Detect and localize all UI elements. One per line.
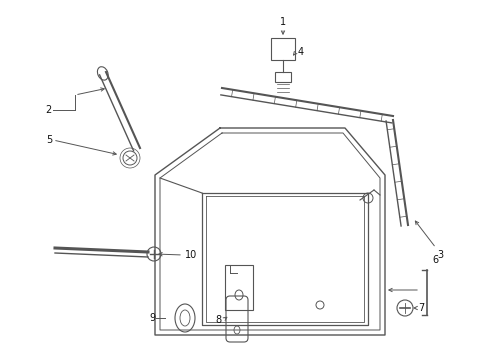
Text: 6: 6 bbox=[431, 255, 437, 265]
Text: 5: 5 bbox=[46, 135, 52, 145]
Text: 7: 7 bbox=[417, 303, 424, 313]
Bar bbox=[270, 38, 294, 60]
Text: 9: 9 bbox=[148, 313, 155, 323]
Text: 4: 4 bbox=[297, 47, 304, 57]
Text: 2: 2 bbox=[46, 105, 52, 115]
Text: 1: 1 bbox=[279, 17, 285, 27]
Text: 8: 8 bbox=[215, 315, 222, 325]
Text: 3: 3 bbox=[436, 250, 442, 260]
Bar bbox=[274, 72, 290, 82]
Bar bbox=[224, 265, 252, 310]
Text: 10: 10 bbox=[184, 250, 197, 260]
